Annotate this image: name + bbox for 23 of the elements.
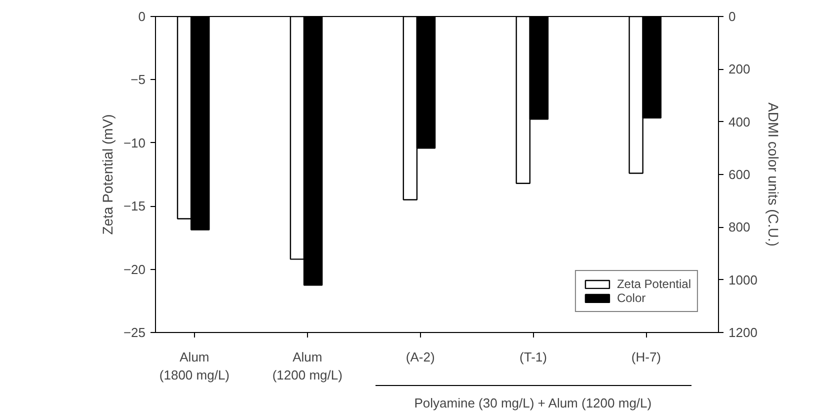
y2-tick-label: 400 [728, 114, 750, 130]
y-tick-label: −20 [123, 262, 146, 277]
y2-tick-label: 1000 [728, 272, 758, 288]
y-tick-label: −25 [123, 325, 146, 340]
y-axis-title: Zeta Potential (mV) [99, 114, 116, 235]
x-tick-label: (T-1) [520, 350, 548, 364]
y2-tick-label: 800 [728, 220, 750, 235]
x-tick-label: Alum (1200 mg/L) [272, 350, 342, 382]
y-tick-label: −5 [130, 72, 146, 88]
x-tick-label: (H-7) [631, 350, 662, 364]
y-tick-label: −15 [123, 198, 146, 214]
legend-label: Zeta Potential [616, 277, 691, 291]
y2-tick-label: 0 [728, 9, 736, 24]
y2-tick-label: 200 [728, 62, 750, 77]
x-tick-label: (A-2) [406, 350, 435, 364]
x-tick-label: Alum (1800 mg/L) [159, 350, 230, 382]
text: Polyamine (30 mg/L) + Alum (1200 mg/L) [414, 396, 652, 410]
y2-axis-title: ADMI color units (C.U.) [765, 102, 782, 246]
legend-label: Color [616, 291, 646, 305]
y-tick-label: 0 [138, 9, 146, 24]
y2-tick-label: 1200 [728, 325, 758, 340]
y-tick-label: −10 [123, 135, 146, 150]
y2-tick-label: 600 [728, 167, 750, 182]
